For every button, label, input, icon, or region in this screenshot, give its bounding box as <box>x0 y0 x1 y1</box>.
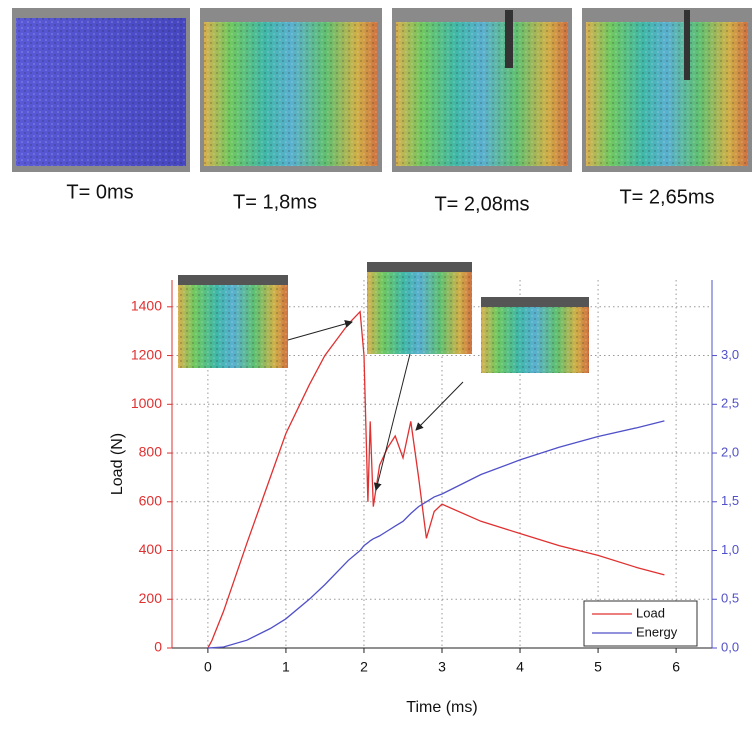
y-tick-label: 800 <box>139 444 163 460</box>
snapshot-images <box>12 8 752 172</box>
y2-tick-label: 1,0 <box>721 542 739 557</box>
x-tick-label: 4 <box>516 659 524 675</box>
x-tick-label: 3 <box>438 659 446 675</box>
y-axis-label: Load (N) <box>109 433 126 495</box>
y2-tick-label: 1,5 <box>721 493 739 508</box>
inset-images <box>178 262 589 491</box>
x-tick-label: 5 <box>594 659 602 675</box>
y-tick-label: 1400 <box>131 298 162 314</box>
x-tick-label: 6 <box>672 659 680 675</box>
line-series <box>207 420 665 649</box>
y-tick-label: 200 <box>139 590 163 606</box>
y2-tick-label: 2,0 <box>721 444 739 459</box>
y-tick-label: 1000 <box>131 395 162 411</box>
snapshot-label: T= 2,65ms <box>619 186 714 208</box>
x-tick-label: 0 <box>204 659 212 675</box>
snapshot-label: T= 0ms <box>66 181 133 203</box>
y-tick-label: 600 <box>139 492 163 508</box>
y2-tick-label: 3,0 <box>721 347 739 362</box>
y-tick-label: 400 <box>139 541 163 557</box>
legend-label: Energy <box>636 624 678 639</box>
y2-tick-label: 2,5 <box>721 396 739 411</box>
x-tick-label: 1 <box>282 659 290 675</box>
snapshot-label: T= 1,8ms <box>233 191 317 213</box>
y2-tick-label: 0,0 <box>721 639 739 654</box>
y-tick-label: 1200 <box>131 346 162 362</box>
legend-box <box>583 600 698 647</box>
y-tick-label: 0 <box>154 639 162 655</box>
line-series <box>207 310 665 649</box>
y2-tick-label: 0,5 <box>721 591 739 606</box>
snapshot-label: T= 2,08ms <box>434 193 529 215</box>
legend-label: Load <box>636 605 665 620</box>
x-axis-label: Time (ms) <box>406 699 477 716</box>
x-tick-label: 2 <box>360 659 368 675</box>
